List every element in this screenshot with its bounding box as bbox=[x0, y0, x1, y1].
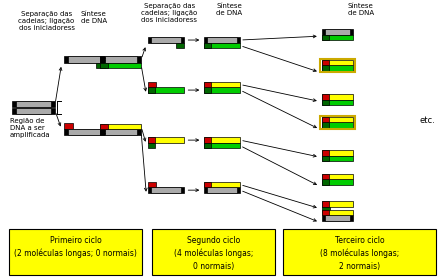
Bar bbox=[322, 179, 329, 185]
Bar bbox=[204, 143, 211, 148]
Bar bbox=[96, 63, 105, 68]
Text: Primeiro ciclo: Primeiro ciclo bbox=[50, 236, 102, 245]
Bar bbox=[322, 94, 329, 100]
Bar bbox=[148, 143, 155, 148]
Bar bbox=[204, 43, 240, 48]
Bar bbox=[64, 123, 73, 129]
Bar bbox=[322, 210, 353, 215]
Bar bbox=[322, 117, 353, 122]
Bar bbox=[322, 94, 353, 100]
Bar bbox=[148, 81, 155, 87]
Bar bbox=[204, 137, 240, 143]
Bar bbox=[148, 137, 184, 143]
Bar bbox=[322, 150, 329, 156]
Bar bbox=[16, 108, 51, 114]
Bar bbox=[204, 82, 211, 87]
Bar bbox=[64, 56, 105, 63]
Bar bbox=[320, 59, 354, 72]
Bar bbox=[322, 122, 353, 128]
Text: Separação das
cadeias; ligação
dos iniciadoress: Separação das cadeias; ligação dos inici… bbox=[141, 3, 197, 23]
Bar bbox=[325, 215, 350, 221]
Bar bbox=[204, 43, 211, 48]
Text: etc.: etc. bbox=[419, 116, 435, 125]
Bar bbox=[322, 122, 329, 128]
Bar bbox=[207, 37, 237, 43]
Bar bbox=[204, 143, 240, 148]
Bar bbox=[320, 116, 354, 129]
Bar bbox=[322, 35, 329, 40]
Bar bbox=[322, 156, 329, 161]
Bar bbox=[176, 43, 184, 48]
Bar bbox=[100, 129, 141, 135]
Bar bbox=[322, 65, 329, 71]
Bar bbox=[322, 201, 353, 207]
Bar bbox=[100, 63, 141, 68]
Text: (2 moléculas longas; 0 normais): (2 moléculas longas; 0 normais) bbox=[14, 249, 137, 259]
Bar bbox=[148, 37, 184, 43]
Text: Terceiro ciclo: Terceiro ciclo bbox=[335, 236, 384, 245]
Text: Síntese
de DNA: Síntese de DNA bbox=[216, 3, 242, 16]
Bar bbox=[322, 174, 329, 179]
Text: Separação das
cadeias; ligação
dos iniciadoress: Separação das cadeias; ligação dos inici… bbox=[18, 11, 74, 31]
Bar bbox=[322, 100, 329, 105]
Bar bbox=[12, 101, 55, 107]
Bar bbox=[322, 174, 353, 179]
Bar bbox=[148, 187, 184, 193]
Bar bbox=[148, 137, 155, 143]
Bar bbox=[151, 187, 181, 193]
Bar bbox=[322, 29, 353, 35]
Bar bbox=[204, 82, 240, 87]
Bar bbox=[204, 187, 240, 193]
Bar bbox=[322, 207, 330, 212]
Bar bbox=[100, 63, 108, 68]
Bar bbox=[105, 56, 137, 63]
Bar bbox=[100, 124, 108, 129]
Bar bbox=[283, 229, 436, 275]
Bar bbox=[322, 210, 329, 215]
Text: 0 normais): 0 normais) bbox=[193, 262, 234, 271]
Text: Região de
DNA a ser
amplificada: Região de DNA a ser amplificada bbox=[10, 118, 50, 138]
Bar bbox=[68, 129, 100, 135]
Text: 2 normais): 2 normais) bbox=[339, 262, 380, 271]
Text: Síntese
de DNA: Síntese de DNA bbox=[347, 3, 374, 16]
Text: (8 moléculas longas;: (8 moléculas longas; bbox=[320, 249, 399, 259]
Bar bbox=[100, 56, 141, 63]
Bar bbox=[100, 124, 141, 129]
Bar bbox=[12, 108, 55, 114]
Bar bbox=[322, 201, 329, 207]
Bar bbox=[322, 60, 329, 65]
Bar bbox=[322, 215, 353, 221]
Bar bbox=[204, 87, 211, 93]
Bar bbox=[9, 229, 142, 275]
Bar bbox=[322, 156, 353, 161]
Bar bbox=[204, 182, 211, 187]
Bar bbox=[204, 37, 240, 43]
Bar bbox=[68, 56, 100, 63]
Bar bbox=[204, 87, 240, 93]
Bar bbox=[105, 129, 137, 135]
Bar bbox=[322, 35, 353, 40]
Text: Síntese
de DNA: Síntese de DNA bbox=[81, 11, 107, 24]
Bar bbox=[204, 182, 240, 187]
Bar bbox=[16, 101, 51, 107]
Bar bbox=[152, 229, 275, 275]
Bar bbox=[322, 179, 353, 185]
Bar bbox=[64, 129, 105, 135]
Bar bbox=[322, 60, 353, 65]
Bar bbox=[322, 117, 329, 122]
Bar bbox=[207, 187, 237, 193]
Text: Segundo ciclo: Segundo ciclo bbox=[187, 236, 240, 245]
Bar bbox=[148, 87, 184, 93]
Bar bbox=[322, 65, 353, 71]
Bar bbox=[322, 150, 353, 156]
Text: (4 moléculas longas;: (4 moléculas longas; bbox=[173, 249, 253, 259]
Bar bbox=[325, 29, 350, 35]
Bar bbox=[148, 182, 155, 187]
Bar bbox=[151, 37, 181, 43]
Bar bbox=[148, 87, 155, 93]
Bar bbox=[204, 137, 211, 143]
Bar bbox=[322, 100, 353, 105]
